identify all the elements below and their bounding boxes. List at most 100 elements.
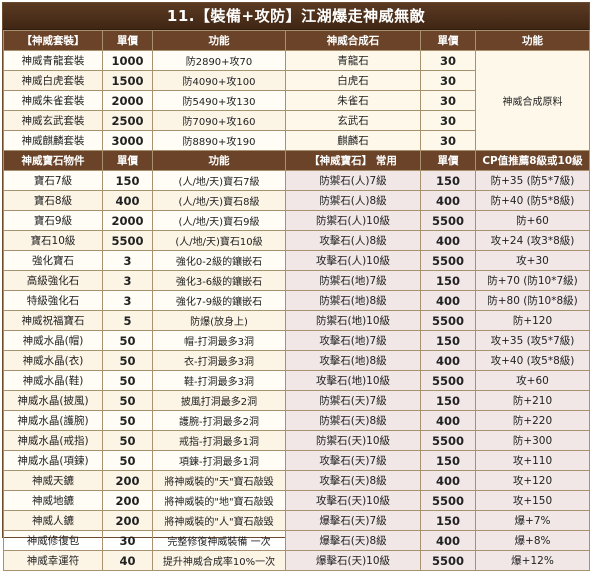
item-price-cell: 2000 [102, 210, 153, 231]
item-function-cell: (人/地/天)寶石10級 [152, 230, 286, 251]
header-stone-function: 功能 [475, 30, 590, 51]
item-name-cell: 神威水晶(項鍊) [3, 450, 103, 471]
gem-price-cell: 400 [420, 410, 476, 431]
item-function-cell: 戒指-打洞最多1洞 [152, 430, 286, 451]
item-name-cell: 高級強化石 [3, 270, 103, 291]
item-row: 神威修復包 30 完整修復神威裝備 一次 爆擊石(天)8級 400 爆+8% [3, 530, 590, 551]
item-price-cell: 3 [102, 270, 153, 291]
set-row: 神威青龍套裝 1000 防2890+攻70 青龍石 30 神威合成原料 [3, 50, 590, 151]
gem-price-cell: 400 [420, 350, 476, 371]
gem-cp-cell: 攻+60 [475, 370, 590, 391]
gem-price-cell: 400 [420, 530, 476, 551]
gem-price-cell: 150 [420, 270, 476, 291]
item-function-cell: 提升神威合成率10%一次 [152, 550, 286, 571]
gem-name-cell: 攻擊石(人)8級 [285, 230, 421, 251]
set-price-cell: 1500 [102, 70, 153, 91]
item-function-cell: 披風打洞最多2洞 [152, 390, 286, 411]
gem-price-cell: 5500 [420, 370, 476, 391]
gem-price-cell: 150 [420, 170, 476, 191]
item-price-cell: 50 [102, 350, 153, 371]
set-name-cell: 神威朱雀套裝 [3, 90, 103, 111]
item-section: 神威寶石物件 單價 功能 【神威寶石】 常用 單價 CP值推薦8級或10級 寶石… [3, 150, 590, 571]
stone-name-cell: 白虎石 [285, 70, 421, 91]
item-row: 高級強化石 3 強化3-6級的鑲嵌石 防禦石(地)7級 150 防+70 (防10*7級) [3, 270, 590, 291]
item-name-cell: 特級強化石 [3, 290, 103, 311]
stone-price-cell: 30 [420, 50, 476, 71]
item-price-cell: 50 [102, 450, 153, 471]
item-price-cell: 400 [102, 190, 153, 211]
gem-name-cell: 爆擊石(天)10級 [285, 550, 421, 571]
gem-cp-cell: 攻+24 (攻3*8級) [475, 230, 590, 251]
gem-name-cell: 爆擊石(天)7級 [285, 510, 421, 531]
gem-name-cell: 防禦石(天)10級 [285, 430, 421, 451]
item-name-cell: 寶石10級 [3, 230, 103, 251]
gem-name-cell: 防禦石(天)7級 [285, 390, 421, 411]
item-name-cell: 神威人鑣 [3, 510, 103, 531]
item-name-cell: 神威天鑣 [3, 470, 103, 491]
gem-cp-cell: 防+300 [475, 430, 590, 451]
sheet-title: 11.【裝備+攻防】江湖爆走神威無敵 [3, 3, 589, 30]
set-price-cell: 2500 [102, 110, 153, 131]
header-item-function: 功能 [152, 150, 286, 171]
item-row: 神威水晶(護腕) 50 護腕-打洞最多2洞 防禦石(天)8級 400 防+220 [3, 410, 590, 431]
item-function-cell: 衣-打洞最多3洞 [152, 350, 286, 371]
price-table: 【神威套裝】 單價 功能 神威合成石 單價 功能 神威青龍套裝 1000 防2890… [3, 30, 590, 571]
gem-name-cell: 防禦石(天)8級 [285, 410, 421, 431]
gem-cp-cell: 爆+8% [475, 530, 590, 551]
gem-name-cell: 攻擊石(天)8級 [285, 470, 421, 491]
item-name-cell: 神威水晶(護腕) [3, 410, 103, 431]
header-gem-cp: CP值推薦8級或10級 [475, 150, 590, 171]
item-price-cell: 5500 [102, 230, 153, 251]
item-function-cell: 項鍊-打洞最多1洞 [152, 450, 286, 471]
header-stone-name: 神威合成石 [285, 30, 421, 51]
gem-name-cell: 攻擊石(天)7級 [285, 450, 421, 471]
gem-price-cell: 150 [420, 510, 476, 531]
gem-name-cell: 防禦石(人)10級 [285, 210, 421, 231]
item-name-cell: 神威修復包 [3, 530, 103, 551]
item-name-cell: 寶石8級 [3, 190, 103, 211]
item-row: 寶石9級 2000 (人/地/天)寶石9級 防禦石(人)10級 5500 防+60 [3, 210, 590, 231]
gem-price-cell: 400 [420, 290, 476, 311]
gem-cp-cell: 防+210 [475, 390, 590, 411]
set-price-cell: 1000 [102, 50, 153, 71]
set-header-row: 【神威套裝】 單價 功能 神威合成石 單價 功能 [3, 30, 590, 51]
stone-price-cell: 30 [420, 70, 476, 91]
item-price-cell: 50 [102, 330, 153, 351]
header-set-function: 功能 [152, 30, 286, 51]
item-name-cell: 神威水晶(鞋) [3, 370, 103, 391]
item-price-cell: 5 [102, 310, 153, 331]
gem-cp-cell: 攻+40 (攻5*8級) [475, 350, 590, 371]
gem-cp-cell: 防+80 (防10*8級) [475, 290, 590, 311]
gem-name-cell: 爆擊石(天)8級 [285, 530, 421, 551]
set-row: 神威麒麟套裝 3000 防8890+攻190 麒麟石 30 [3, 130, 590, 151]
item-row: 神威地鑣 200 將神威裝的"地"寶石敲毀 攻擊石(天)10級 5500 攻+150 [3, 490, 590, 511]
stone-name-cell: 麒麟石 [285, 130, 421, 151]
item-function-cell: 強化0-2級的鑲嵌石 [152, 250, 286, 271]
gem-name-cell: 攻擊石(天)10級 [285, 490, 421, 511]
gem-cp-cell: 攻+30 [475, 250, 590, 271]
item-row: 寶石7級 150 (人/地/天)寶石7級 防禦石(人)7級 150 防+35 (防5*7級… [3, 170, 590, 191]
item-name-cell: 神威水晶(衣) [3, 350, 103, 371]
set-price-cell: 3000 [102, 130, 153, 151]
gem-name-cell: 防禦石(地)7級 [285, 270, 421, 291]
gem-price-cell: 5500 [420, 490, 476, 511]
item-row: 神威水晶(戒指) 50 戒指-打洞最多1洞 防禦石(天)10級 5500 防+300 [3, 430, 590, 451]
set-function-cell: 防5490+攻130 [152, 90, 286, 111]
gem-name-cell: 防禦石(人)8級 [285, 190, 421, 211]
item-name-cell: 神威水晶(戒指) [3, 430, 103, 451]
header-set-price: 單價 [102, 30, 153, 51]
item-row: 神威水晶(帽) 50 帽-打洞最多3洞 攻擊石(地)7級 150 攻+35 (攻5*7級) [3, 330, 590, 351]
set-name-cell: 神威玄武套裝 [3, 110, 103, 131]
stone-name-cell: 朱雀石 [285, 90, 421, 111]
item-price-cell: 50 [102, 410, 153, 431]
item-name-cell: 神威水晶(披風) [3, 390, 103, 411]
gem-price-cell: 400 [420, 470, 476, 491]
gem-cp-cell: 防+220 [475, 410, 590, 431]
item-price-cell: 200 [102, 510, 153, 531]
item-function-cell: 將神威裝的"天"寶石敲毀 [152, 470, 286, 491]
item-function-cell: 鞋-打洞最多3洞 [152, 370, 286, 391]
set-name-cell: 神威麒麟套裝 [3, 130, 103, 151]
header-gem-price: 單價 [420, 150, 476, 171]
item-function-cell: (人/地/天)寶石7級 [152, 170, 286, 191]
gem-price-cell: 400 [420, 190, 476, 211]
